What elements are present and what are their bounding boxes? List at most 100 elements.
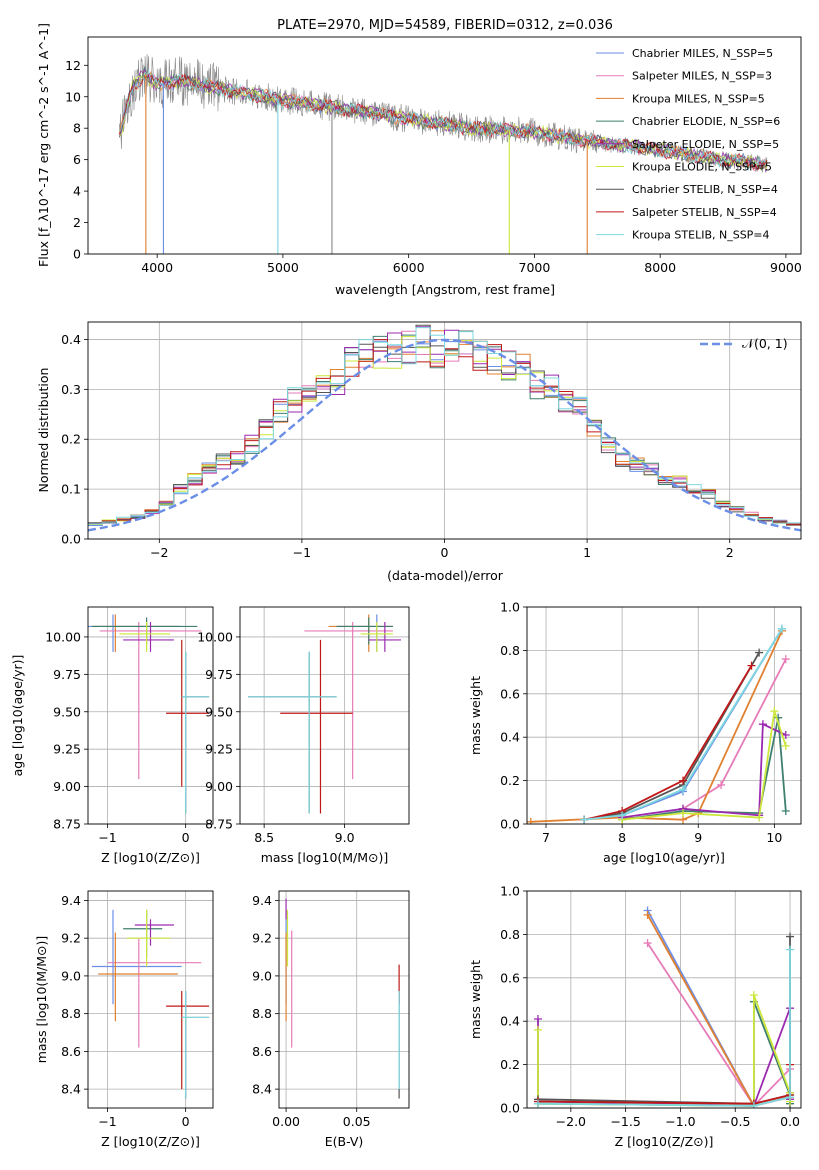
series-line xyxy=(646,942,791,1108)
legend-entry: Salpeter ELODIE, N_SSP=5 xyxy=(632,138,779,151)
y-tick-label: 9.00 xyxy=(205,779,233,794)
model-spectrum-line xyxy=(119,70,768,172)
axes-frame xyxy=(87,36,802,255)
series-line xyxy=(537,1007,791,1107)
x-tick-label: 8000 xyxy=(644,260,676,275)
axes-frame xyxy=(526,606,802,825)
x-tick-label: −0.5 xyxy=(720,1114,750,1129)
y-tick-label: 0.4 xyxy=(61,332,81,347)
y-tick-label: 8.8 xyxy=(61,1006,81,1021)
y-tick-label: 10 xyxy=(65,89,81,104)
axes-frame xyxy=(278,890,410,1109)
y-tick-label: 8.4 xyxy=(252,1082,272,1097)
series-marker xyxy=(755,648,764,657)
series-line xyxy=(537,1001,791,1107)
data-point xyxy=(88,614,182,652)
data-point xyxy=(181,991,210,1099)
panel-spectrum: 4000 5000 6000 7000 8000 9000 0 2 4 6 8 10 12 xyxy=(65,36,802,275)
x-axis-label: (data-model)/error xyxy=(387,568,504,583)
data-point xyxy=(123,621,174,652)
normal-curve xyxy=(88,338,801,532)
data-point xyxy=(91,614,178,652)
y-tick-label: 8.75 xyxy=(53,817,81,832)
data-point xyxy=(107,938,202,1048)
series-marker xyxy=(786,945,795,954)
axes-frame xyxy=(87,890,214,1109)
x-axis-label: Z [log10(Z/Z⊙)] xyxy=(615,1134,714,1149)
y-tick-label: 0.2 xyxy=(500,773,520,788)
y-tick-label: 2 xyxy=(73,215,81,230)
x-tick-label: 0.05 xyxy=(343,1114,371,1129)
data-point xyxy=(181,651,210,814)
series-line xyxy=(583,652,760,821)
panel-age_vs_mass: 8.5 9.0 8.75 9.00 9.25 9.50 9.75 10.00 xyxy=(197,606,410,845)
series-marker xyxy=(679,776,688,785)
data-point xyxy=(166,991,210,1090)
x-tick-label: −1 xyxy=(98,830,116,845)
series-line xyxy=(537,936,791,1105)
x-tick-label: 0 xyxy=(441,545,449,560)
legend: 𝒩(0, 1) xyxy=(700,336,788,351)
y-tick-label: 9.75 xyxy=(205,667,233,682)
series-marker xyxy=(749,991,758,1000)
y-tick-label: 9.00 xyxy=(53,779,81,794)
x-tick-label: 2 xyxy=(726,545,734,560)
x-tick-label: −2 xyxy=(150,545,168,560)
x-tick-label: 7 xyxy=(542,830,550,845)
y-tick-label: 8.6 xyxy=(61,1044,81,1059)
y-tick-label: 9.0 xyxy=(252,968,272,983)
x-tick-label: 0.0 xyxy=(780,1114,800,1129)
x-tick-label: 1 xyxy=(583,545,591,560)
x-tick-label: 9.0 xyxy=(335,830,355,845)
series-marker xyxy=(533,1099,542,1108)
x-tick-label: 8 xyxy=(618,830,626,845)
series-marker xyxy=(643,939,652,948)
data-point xyxy=(328,614,393,652)
plot-area xyxy=(248,614,401,814)
legend-entry: Kroupa MILES, N_SSP=5 xyxy=(632,92,765,105)
series-line xyxy=(537,1064,791,1105)
y-tick-label: 9.25 xyxy=(53,742,81,757)
panel-age_vs_Z: −1 0 8.75 9.00 9.25 9.50 9.75 10.00 xyxy=(45,606,214,845)
series-marker xyxy=(618,811,627,820)
y-tick-label: 0.0 xyxy=(500,817,520,832)
series-line xyxy=(583,628,783,821)
series-marker xyxy=(747,661,756,670)
data-point xyxy=(166,639,210,787)
legend-entry: 𝒩(0, 1) xyxy=(742,336,788,351)
histogram-step xyxy=(88,327,801,525)
series-marker xyxy=(770,707,779,716)
series-line xyxy=(646,914,791,1107)
y-tick-label: 0.2 xyxy=(61,432,81,447)
x-axis-label: age [log10(age/yr)] xyxy=(603,850,725,865)
x-tick-label: 7000 xyxy=(519,260,551,275)
axes-frame xyxy=(526,890,802,1109)
chart-title: PLATE=2970, MJD=54589, FIBERID=0312, z=0… xyxy=(277,18,613,33)
y-tick-label: 8.75 xyxy=(205,817,233,832)
y-tick-label: 0 xyxy=(73,247,81,262)
y-tick-label: 0.1 xyxy=(61,482,81,497)
y-tick-label: 9.75 xyxy=(53,667,81,682)
x-tick-label: −2.0 xyxy=(556,1114,586,1129)
series-marker xyxy=(781,655,790,664)
y-tick-label: 9.25 xyxy=(205,742,233,757)
y-tick-label: 9.4 xyxy=(61,893,81,908)
histogram-step xyxy=(88,339,801,525)
data-point xyxy=(123,909,163,958)
y-axis-label: Flux [f_λ10^-17 erg cm^-2 s^-1 A^-1] xyxy=(36,23,51,267)
series-marker xyxy=(781,741,790,750)
y-tick-label: 0.4 xyxy=(500,1014,520,1029)
series-marker xyxy=(643,910,652,919)
legend-entry: Salpeter MILES, N_SSP=3 xyxy=(632,70,772,83)
y-axis-label: mass weight xyxy=(468,676,483,755)
x-tick-label: −1 xyxy=(293,545,311,560)
y-tick-label: 0.4 xyxy=(500,730,520,745)
x-axis-label: mass [log10(M/M⊙)] xyxy=(261,850,389,865)
data-point xyxy=(248,651,337,814)
y-tick-label: 10.00 xyxy=(197,629,233,644)
series-marker xyxy=(533,1015,542,1024)
series-marker xyxy=(755,813,764,822)
series-marker xyxy=(717,780,726,789)
x-tick-label: 10 xyxy=(766,830,782,845)
